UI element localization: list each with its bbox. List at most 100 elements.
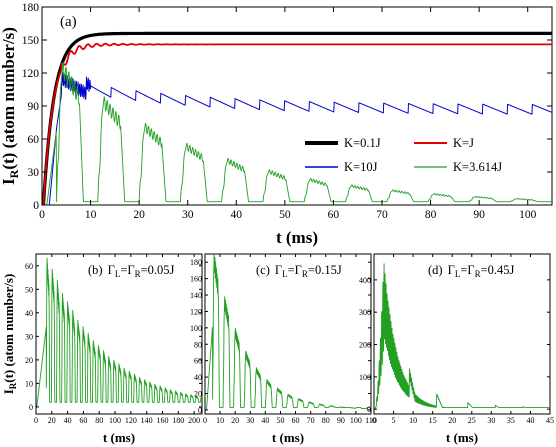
- panel-d-label-tag: (d): [428, 263, 443, 277]
- panel-d-gamma: Γ: [448, 263, 455, 277]
- x-tick-label: 50: [279, 209, 291, 221]
- y-tick-label: 50: [25, 285, 33, 294]
- x-tick-label: 10: [216, 416, 224, 425]
- panel-b-gamma-sub-r: R: [135, 269, 141, 279]
- panel-b-ylabel-main: I: [1, 389, 16, 394]
- x-tick-label: 80: [322, 416, 330, 425]
- x-tick-label: 20: [48, 416, 56, 425]
- y-tick-label: 0: [33, 200, 39, 212]
- x-tick-label: 20: [231, 416, 239, 425]
- panel-a-ylabel: IR(t) (atom number/s): [0, 27, 21, 185]
- y-tick-label: 160: [190, 275, 202, 284]
- y-tick-label: 300: [359, 308, 371, 317]
- x-tick-label: 0: [203, 416, 207, 425]
- panel-b: 0 20 40 60 80 100 120 140 160 180 2000102030405060…: [1, 253, 203, 445]
- panel-a-ylabel-sub: R: [7, 169, 21, 178]
- x-tick-label: 120: [125, 416, 137, 425]
- panel-c: 0 10 20 30 40 50 60 70 80 90 100 110020406080100120…: [190, 253, 377, 445]
- series-line-green: [205, 254, 371, 411]
- y-tick-label: 0: [29, 403, 33, 412]
- panel-b-ylabel: IR(t) (atom number/s): [1, 274, 18, 395]
- panel-c-gamma-value: =0.15J: [308, 263, 342, 277]
- x-tick-label: 10: [409, 416, 417, 425]
- x-tick-label: 100: [519, 209, 537, 221]
- x-tick-label: 70: [376, 209, 388, 221]
- panel-d-gamma-2: Γ: [467, 263, 474, 277]
- panel-d-xlabel: t (ms): [446, 430, 478, 445]
- x-tick-label: 30: [182, 209, 194, 221]
- series-line-green: [374, 263, 550, 410]
- y-tick-label: 60: [25, 262, 33, 271]
- y-tick-label: 100: [190, 324, 202, 333]
- panel-c-gamma-sub-l: L: [282, 269, 288, 279]
- y-tick-label: 180: [22, 2, 40, 14]
- panel-b-plot-frame: [35, 253, 203, 415]
- y-tick-label: 150: [22, 35, 40, 47]
- panel-c-label: (c) ΓL=ΓR=0.15J: [256, 263, 342, 279]
- x-tick-label: 100: [109, 416, 121, 425]
- x-tick-label: 35: [507, 416, 515, 425]
- x-tick-label: 160: [156, 416, 168, 425]
- x-tick-label: 40: [64, 416, 72, 425]
- x-tick-label: 40: [526, 416, 534, 425]
- panel-a-label: (a): [60, 14, 77, 30]
- y-tick-label: 80: [194, 340, 202, 349]
- legend-label-k3614: K=3.614J: [453, 160, 502, 174]
- x-tick-label: 40: [231, 209, 243, 221]
- panel-b-ylabel-rest: (t) (atom number/s): [1, 274, 16, 383]
- panel-d-gamma-value: =0.45J: [481, 263, 515, 277]
- panel-c-gamma: Γ: [275, 263, 282, 277]
- x-tick-label: 70: [307, 416, 315, 425]
- x-tick-label: 30: [246, 416, 254, 425]
- y-tick-label: 20: [25, 356, 33, 365]
- x-tick-label: 40: [261, 416, 269, 425]
- y-tick-label: 200: [359, 341, 371, 350]
- panel-b-gamma-sub-l: L: [115, 269, 121, 279]
- panel-c-gamma-2: Γ: [295, 263, 302, 277]
- panel-a-xlabel: t (ms): [276, 228, 318, 247]
- series-line-k-10j: [42, 72, 552, 205]
- y-tick-label: 0: [198, 406, 202, 415]
- x-tick-label: 10: [85, 209, 97, 221]
- y-tick-label: 30: [28, 167, 40, 179]
- legend-label-kj: K=J: [453, 136, 474, 150]
- series-line-k-0-1j: [42, 31, 552, 205]
- x-tick-label: 25: [468, 416, 476, 425]
- x-tick-label: 140: [141, 416, 153, 425]
- x-tick-label: 60: [328, 209, 340, 221]
- y-tick-label: 30: [25, 332, 33, 341]
- panel-b-ylabel-sub: R: [8, 382, 18, 389]
- series-line-k-j: [42, 42, 552, 205]
- panel-d-gamma-eq: =: [460, 263, 467, 277]
- panel-a: 0 10 20 30 40 50 60 70 80 90 100 0 30 60 90 120 150 180 (…: [0, 2, 553, 247]
- panel-b-gamma-2: Γ: [127, 263, 134, 277]
- x-tick-label: 20: [448, 416, 456, 425]
- x-tick-label: 15: [429, 416, 437, 425]
- panel-a-ylabel-main: I: [0, 178, 18, 185]
- panel-b-gamma-eq: =: [120, 263, 127, 277]
- x-tick-label: 200: [188, 416, 200, 425]
- y-tick-label: 40: [194, 373, 202, 382]
- panel-d-gamma-sub-r: R: [475, 269, 481, 279]
- series-line-k-3-614j: [42, 61, 552, 205]
- panel-c-gamma-eq: =: [288, 263, 295, 277]
- y-tick-label: 40: [25, 309, 33, 318]
- y-tick-label: 0: [367, 405, 371, 414]
- y-tick-label: 400: [359, 276, 371, 285]
- x-tick-label: 20: [133, 209, 145, 221]
- legend-label-k10: K=10J: [344, 160, 378, 174]
- panel-c-label-tag: (c): [256, 263, 270, 277]
- x-tick-label: 0: [372, 416, 376, 425]
- panel-d-gamma-sub-l: L: [455, 269, 461, 279]
- x-tick-label: 90: [337, 416, 345, 425]
- legend: K=0.1J K=J K=10J K=3.614J: [305, 136, 502, 174]
- panel-d-label: (d) ΓL=ΓR=0.45J: [428, 263, 515, 279]
- panel-b-xlabel: t (ms): [103, 430, 135, 445]
- x-tick-label: 30: [487, 416, 495, 425]
- y-tick-label: 120: [190, 307, 202, 316]
- panel-c-plot-frame: [204, 253, 372, 415]
- x-tick-label: 50: [276, 416, 284, 425]
- y-tick-label: 60: [28, 134, 40, 146]
- y-tick-label: 60: [194, 357, 202, 366]
- panel-a-ylabel-rest: (t) (atom number/s): [0, 27, 18, 170]
